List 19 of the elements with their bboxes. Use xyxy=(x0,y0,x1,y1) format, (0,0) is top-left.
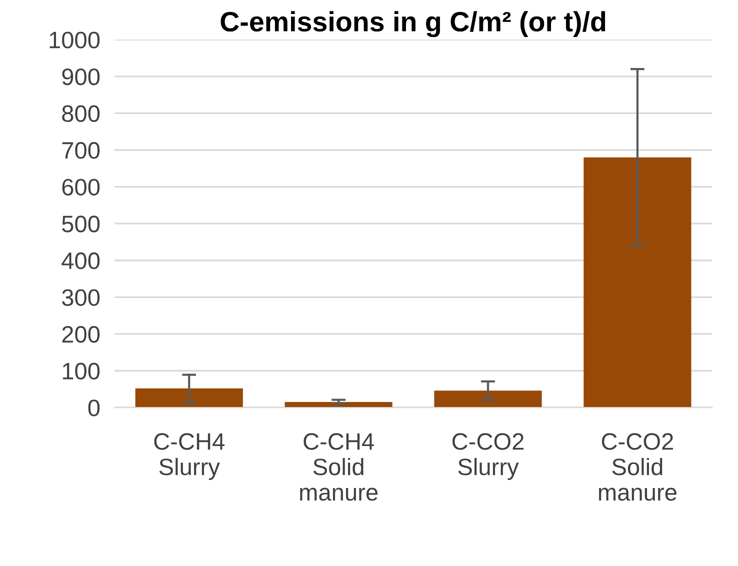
y-tick-label: 0 xyxy=(88,400,100,416)
x-tick-label: C-CH4 Solid manure xyxy=(300,433,378,501)
chart-title: C-emissions in g C/m² (or t)/d xyxy=(220,11,606,38)
y-tick-label: 900 xyxy=(62,68,100,86)
bar xyxy=(434,390,542,408)
bar xyxy=(135,388,243,408)
y-tick-label: 600 xyxy=(62,178,100,196)
y-tick-label: 700 xyxy=(62,142,100,159)
y-tick-label: 500 xyxy=(62,216,100,232)
y-tick-label: 800 xyxy=(62,105,100,122)
x-tick-label: C-CO2 Slurry xyxy=(452,433,524,480)
y-tick-label: 200 xyxy=(62,326,100,343)
x-tick-label: C-CO2 Solid manure xyxy=(598,433,676,501)
y-tick-label: 100 xyxy=(62,362,100,380)
y-tick-label: 400 xyxy=(62,252,100,270)
x-tick-label: C-CH4 Slurry xyxy=(154,433,224,480)
y-tick-label: 1000 xyxy=(50,32,100,48)
bar xyxy=(584,157,692,408)
y-tick-label: 300 xyxy=(62,289,100,306)
